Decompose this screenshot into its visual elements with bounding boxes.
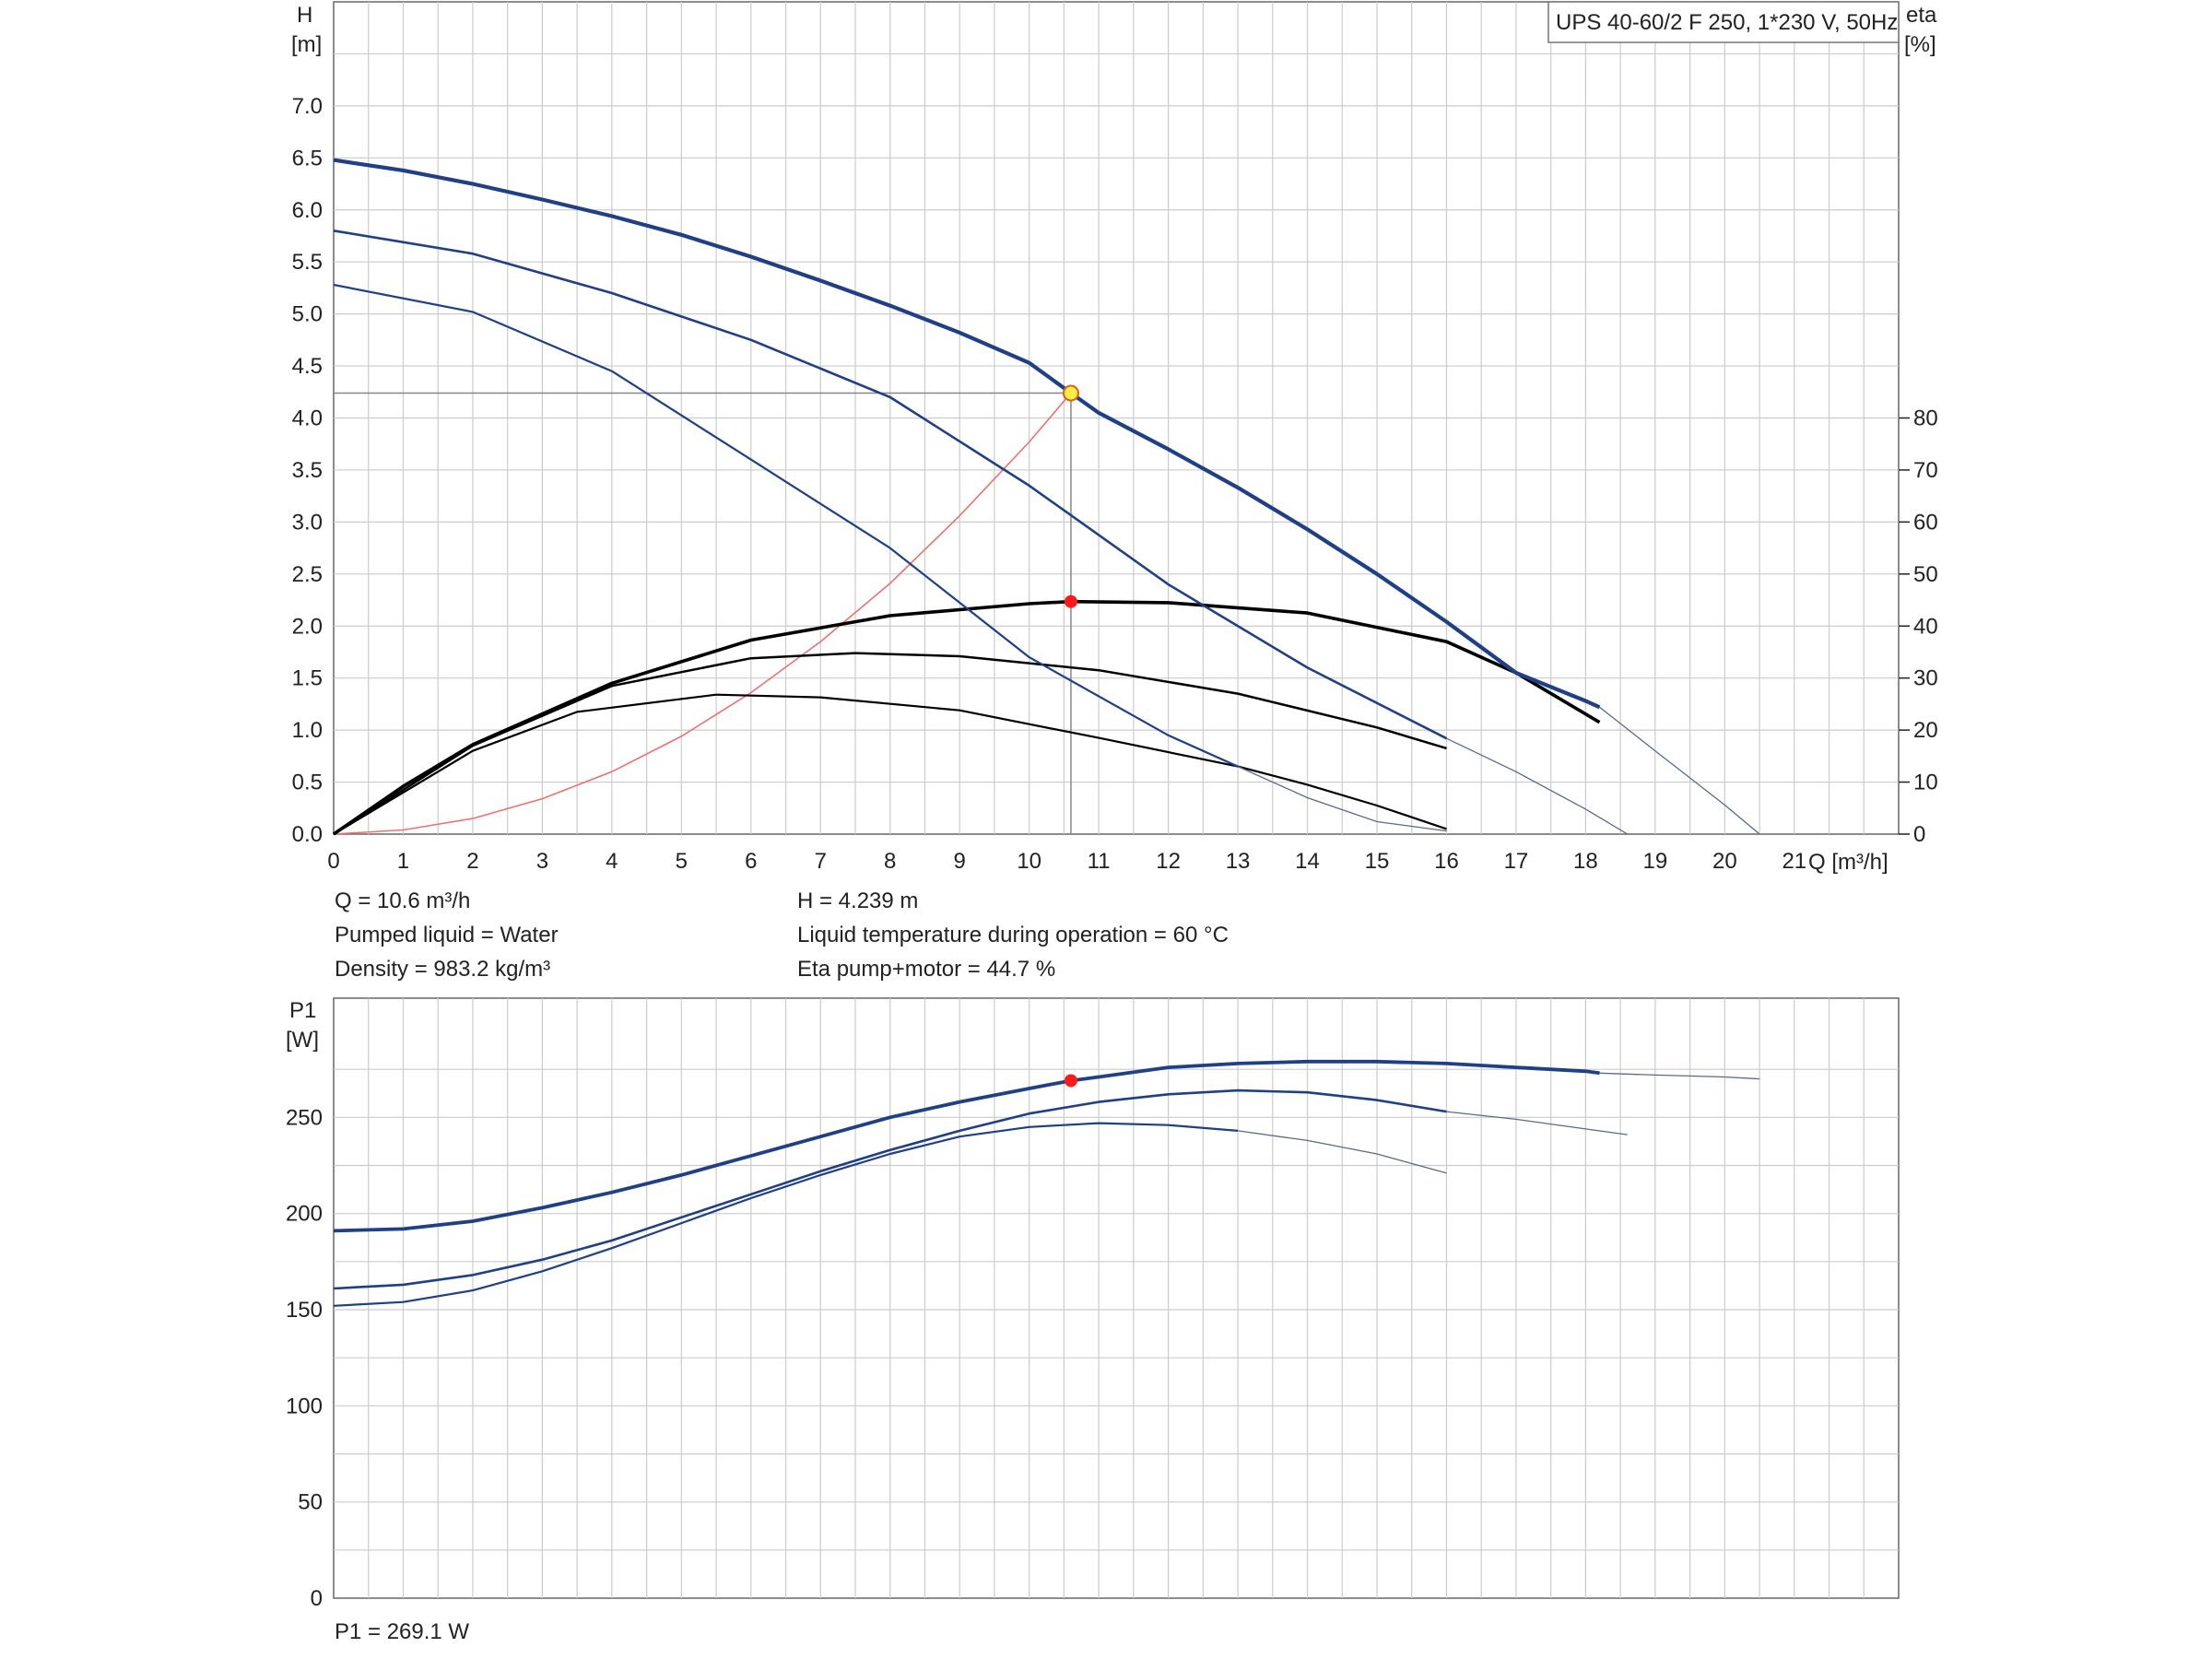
y2-tick-label: 70 <box>1913 458 1938 483</box>
info-temperature: Liquid temperature during operation = 60… <box>797 923 1229 947</box>
x-tick-label: 4 <box>606 849 618 874</box>
y-tick-label: 5.0 <box>292 302 323 327</box>
x-tick-label: 3 <box>536 849 548 874</box>
info-head: H = 4.239 m <box>797 888 918 913</box>
system-curve <box>333 392 1072 835</box>
y2-tick-label: 30 <box>1913 666 1938 691</box>
info-density: Density = 983.2 kg/m³ <box>335 957 550 982</box>
chart-title-box <box>1547 1 1900 43</box>
y-tick-label: 1.0 <box>292 718 323 743</box>
y-tick-label: 5.5 <box>292 250 323 275</box>
y-tick-label: 6.5 <box>292 146 323 171</box>
x-tick-label: 5 <box>676 849 688 874</box>
y-tick-label: 0.5 <box>292 771 323 795</box>
power-curve-speed-1 <box>333 1122 1239 1307</box>
p1-axis-unit: [W] <box>286 1028 319 1053</box>
y2-tick-label: 10 <box>1913 771 1938 795</box>
chart-title: UPS 40-60/2 F 250, 1*230 V, 50Hz <box>1556 10 1898 35</box>
x-tick-label: 7 <box>815 849 827 874</box>
y2-axis-title: eta <box>1906 3 1937 28</box>
x-tick-label: 18 <box>1573 849 1598 874</box>
power-curve-speed-2 <box>333 1088 1447 1290</box>
head-curve-speed-1 <box>333 283 1239 768</box>
x-tick-label: 15 <box>1365 849 1390 874</box>
y2-axis-unit: [%] <box>1904 32 1936 57</box>
y-tick-label: 3.5 <box>292 458 323 483</box>
head-curve-speed-2 <box>333 229 1448 740</box>
y-tick-label: 7.0 <box>292 94 323 119</box>
power-curve-extension <box>1238 1130 1447 1174</box>
p1-tick-label: 200 <box>286 1202 323 1227</box>
x-tick-label: 13 <box>1226 849 1251 874</box>
y2-tick-label: 0 <box>1913 822 1925 847</box>
x-tick-label: 12 <box>1156 849 1181 874</box>
y2-tick-label: 50 <box>1913 562 1938 587</box>
y-tick-label: 2.0 <box>292 614 323 639</box>
y-tick-label: 4.0 <box>292 406 323 431</box>
efficiency-curve-speed-1 <box>333 693 1447 835</box>
y2-tick-label: 80 <box>1913 406 1938 431</box>
head-curve-extension <box>1599 706 1760 835</box>
head-curve-extension <box>1237 766 1447 832</box>
info-eta: Eta pump+motor = 44.7 % <box>797 957 1055 982</box>
p1-tick-label: 150 <box>286 1298 323 1323</box>
x-tick-label: 20 <box>1712 849 1737 874</box>
info-liquid: Pumped liquid = Water <box>335 923 559 947</box>
x-tick-label: 6 <box>745 849 757 874</box>
p1-tick-label: 50 <box>298 1490 323 1515</box>
head-curve-speed-3 <box>333 158 1601 710</box>
efficiency-curve-speed-2 <box>333 652 1447 836</box>
y2-tick-label: 60 <box>1913 510 1938 535</box>
x-axis-title: Q [m³/h] <box>1808 850 1888 875</box>
p1-plot-area <box>333 997 1900 1599</box>
y-axis-unit: [m] <box>291 32 322 57</box>
y2-tick-label: 40 <box>1913 614 1938 639</box>
info-flow: Q = 10.6 m³/h <box>335 888 470 913</box>
x-tick-label: 10 <box>1017 849 1041 874</box>
power-duty-point <box>1064 1074 1077 1088</box>
y-tick-label: 1.5 <box>292 666 323 691</box>
x-tick-label: 14 <box>1295 849 1320 874</box>
info-p1: P1 = 269.1 W <box>335 1619 469 1644</box>
x-tick-label: 16 <box>1434 849 1459 874</box>
p1-tick-label: 100 <box>286 1394 323 1418</box>
x-tick-label: 1 <box>397 849 409 874</box>
x-tick-label: 2 <box>466 849 478 874</box>
head-duty-point <box>1062 384 1079 402</box>
head-efficiency-plot: 0 1 2 3 4 5 6 7 8 9 10 11 12 13 14 15 16 17 18 19 20 210.00.5… <box>292 1 1938 874</box>
y-tick-label: 6.0 <box>292 198 323 223</box>
y-tick-label: 2.5 <box>292 562 323 587</box>
power-curve-speed-3 <box>333 1059 1600 1233</box>
x-tick-label: 8 <box>884 849 896 874</box>
y-tick-label: 0.0 <box>292 822 323 847</box>
x-tick-label: 19 <box>1643 849 1668 874</box>
y-tick-label: 3.0 <box>292 510 323 535</box>
power-curve-extension <box>1599 1072 1760 1080</box>
power-curve-extension <box>1446 1111 1628 1135</box>
power-plot: 0 50 100 150 200 250 <box>286 997 1900 1611</box>
y-axis-title: H <box>297 3 312 28</box>
y-tick-label: 4.5 <box>292 354 323 379</box>
x-tick-label: 0 <box>327 849 339 874</box>
x-tick-label: 17 <box>1504 849 1529 874</box>
x-tick-label: 9 <box>954 849 966 874</box>
y2-tick-label: 20 <box>1913 718 1938 743</box>
p1-tick-label: 0 <box>311 1586 323 1611</box>
head-curve-extension <box>1446 737 1629 835</box>
x-tick-label: 11 <box>1088 849 1111 874</box>
x-tick-label: 21 <box>1782 849 1806 874</box>
p1-axis-title: P1 <box>289 998 316 1023</box>
efficiency-duty-point <box>1064 594 1077 608</box>
p1-tick-label: 250 <box>286 1105 323 1130</box>
